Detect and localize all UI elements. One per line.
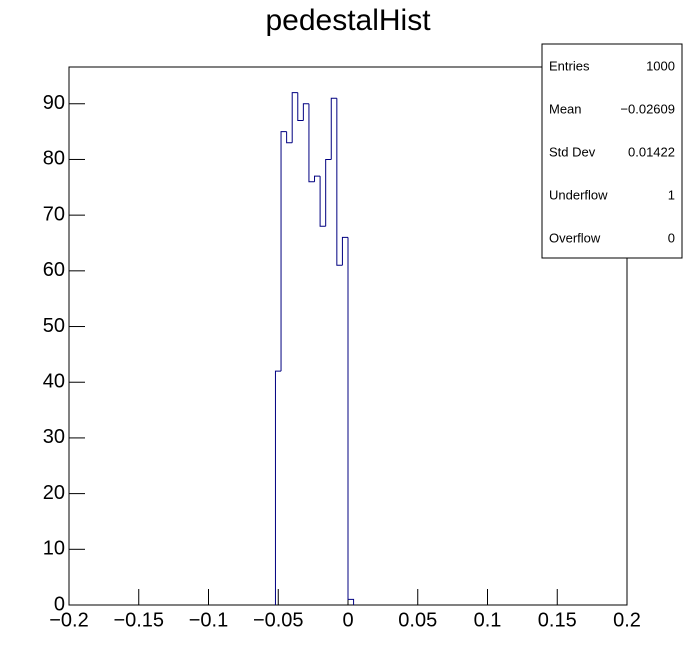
histogram-bin	[297, 92, 304, 121]
histogram-bin	[336, 98, 343, 266]
x-tick-label: −0.15	[113, 609, 164, 631]
histogram-bin	[325, 158, 332, 227]
stat-value: 0.01422	[628, 144, 675, 159]
histogram-bin	[341, 236, 348, 266]
stats-frame	[541, 43, 683, 259]
stat-name: Underflow	[549, 187, 608, 202]
y-tick-label: 70	[43, 203, 65, 225]
y-tick-label: 0	[54, 593, 65, 615]
histogram-bin	[291, 92, 298, 143]
y-tick-label: 30	[43, 426, 65, 448]
histogram-bin	[280, 131, 287, 372]
histogram-bin	[319, 176, 326, 227]
histogram-bin	[308, 103, 315, 183]
stat-value: 0	[668, 230, 675, 245]
stat-value: 1000	[646, 58, 675, 73]
histogram-bin	[347, 237, 355, 605]
stats-box: Entries 1000 Mean −0.02609 Std Dev 0.01422 Und…	[541, 43, 683, 259]
stat-name: Overflow	[549, 230, 601, 245]
x-tick-label: 0.1	[474, 609, 502, 631]
y-tick-label: 20	[43, 482, 65, 504]
y-tick-label: 90	[43, 92, 65, 114]
histogram-bin	[286, 131, 293, 144]
x-tick-label: −0.2	[49, 609, 88, 631]
x-tick-label: 0.05	[398, 609, 437, 631]
histogram-bin	[314, 175, 321, 182]
x-tick-label: −0.05	[253, 609, 304, 631]
stat-value: −0.02609	[620, 101, 675, 116]
histogram-bin	[302, 103, 309, 121]
histogram-bin	[274, 370, 282, 605]
x-tick-label: −0.1	[189, 609, 228, 631]
y-tick-label: 40	[43, 371, 65, 393]
stat-value: 1	[668, 187, 675, 202]
y-tick-label: 10	[43, 538, 65, 560]
y-tick-label: 80	[43, 148, 65, 170]
x-tick-label: 0.2	[613, 609, 641, 631]
histogram-bin	[330, 97, 337, 160]
y-tick-label: 60	[43, 259, 65, 281]
stat-name: Std Dev	[549, 144, 596, 159]
chart-title: pedestalHist	[265, 4, 431, 37]
x-tick-label: 0.15	[538, 609, 577, 631]
x-tick-label: 0	[342, 609, 353, 631]
stat-name: Entries	[549, 58, 590, 73]
stat-name: Mean	[549, 101, 582, 116]
y-tick-label: 50	[43, 315, 65, 337]
